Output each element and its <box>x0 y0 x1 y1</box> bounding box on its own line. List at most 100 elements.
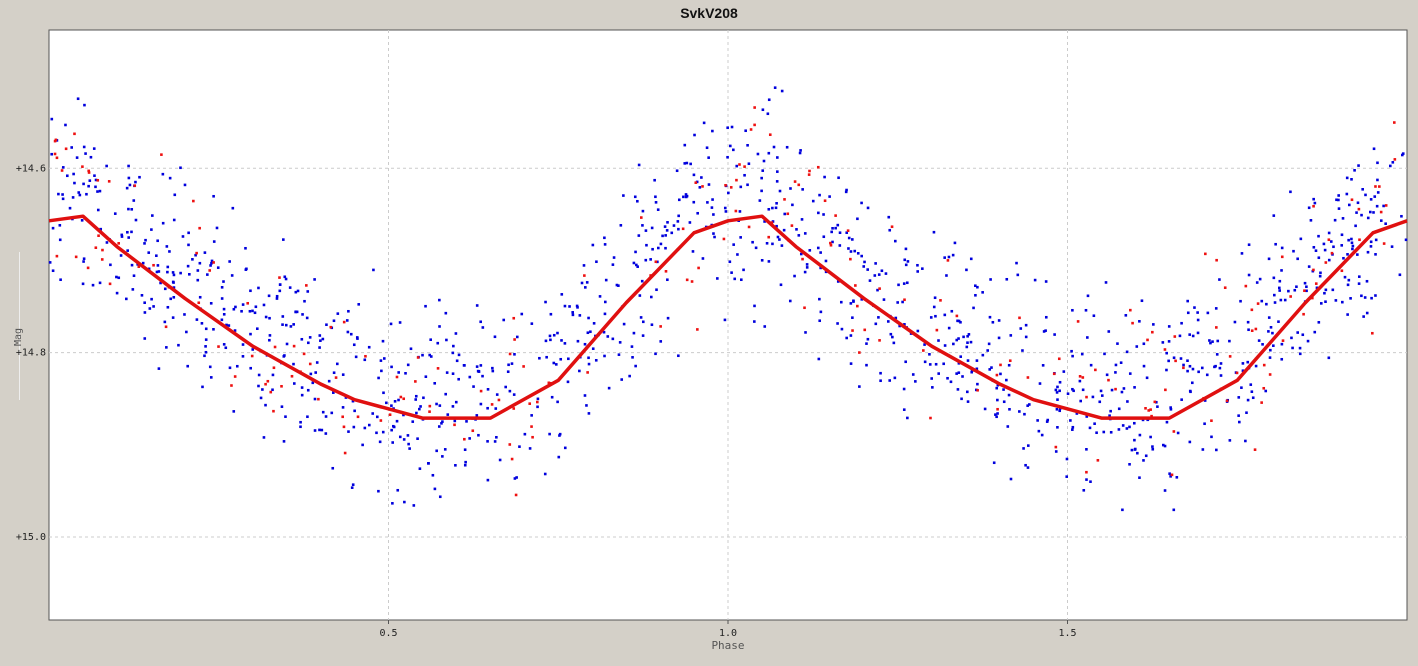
data-point <box>198 295 202 299</box>
data-point <box>1219 374 1223 377</box>
data-point <box>300 386 304 389</box>
data-point <box>1374 185 1377 188</box>
data-point <box>1329 240 1333 243</box>
data-point <box>220 297 224 300</box>
data-point <box>988 315 992 319</box>
data-point <box>512 393 516 396</box>
data-point <box>566 380 570 384</box>
data-point <box>638 294 642 297</box>
data-point <box>1151 445 1154 448</box>
data-point <box>468 375 472 379</box>
data-point <box>691 250 695 253</box>
data-point <box>808 249 812 252</box>
data-point <box>1350 237 1353 241</box>
data-point <box>1058 409 1062 413</box>
data-point <box>382 357 386 360</box>
data-point <box>1393 158 1397 161</box>
data-point <box>656 260 659 264</box>
data-point <box>723 206 727 210</box>
data-point <box>587 356 590 360</box>
data-point <box>208 365 212 369</box>
data-point <box>701 257 705 260</box>
data-point <box>922 349 925 352</box>
data-point <box>378 440 382 444</box>
data-point <box>732 148 735 152</box>
data-point <box>1108 414 1111 417</box>
data-point <box>650 226 654 230</box>
data-point <box>783 198 786 201</box>
data-point <box>1180 321 1183 325</box>
data-point <box>528 402 532 405</box>
data-point <box>1070 349 1073 353</box>
data-point <box>549 312 553 316</box>
data-point <box>836 322 839 325</box>
data-point <box>1092 314 1096 318</box>
data-point <box>996 412 999 415</box>
data-point <box>606 335 610 338</box>
data-point <box>688 221 692 224</box>
data-point <box>256 327 259 331</box>
data-point <box>536 405 539 409</box>
data-point <box>195 251 198 255</box>
data-point <box>318 428 321 432</box>
data-point <box>846 229 850 232</box>
data-point <box>631 356 634 359</box>
data-point <box>685 278 689 282</box>
data-point <box>783 212 787 216</box>
data-point <box>1351 244 1355 248</box>
data-point <box>156 264 160 267</box>
data-point <box>888 379 892 382</box>
data-point <box>336 312 340 315</box>
data-point <box>440 422 443 425</box>
data-point <box>959 355 963 358</box>
data-point <box>1313 201 1317 205</box>
data-point <box>1044 329 1047 332</box>
data-point <box>931 386 934 389</box>
data-point <box>1384 222 1387 225</box>
points-layer <box>48 86 1408 512</box>
data-point <box>761 169 765 172</box>
data-point <box>88 179 92 182</box>
data-point <box>1142 342 1146 346</box>
data-point <box>481 326 485 329</box>
data-point <box>1196 331 1200 335</box>
data-point <box>1323 248 1327 252</box>
data-point <box>212 240 216 243</box>
data-point <box>1138 433 1142 437</box>
data-point <box>395 419 399 423</box>
data-point <box>479 389 483 393</box>
data-point <box>1053 333 1056 336</box>
data-point <box>634 250 637 254</box>
data-point <box>493 440 497 443</box>
data-point <box>1122 387 1126 390</box>
data-point <box>455 359 459 363</box>
data-point <box>1196 318 1200 322</box>
data-point <box>1191 367 1195 371</box>
data-point <box>836 280 840 283</box>
data-point <box>244 246 247 250</box>
data-point <box>694 181 698 184</box>
data-point <box>438 404 442 407</box>
data-point <box>257 373 261 377</box>
data-point <box>962 335 965 339</box>
data-point <box>168 176 172 180</box>
data-point <box>1150 414 1153 418</box>
data-point <box>1054 388 1058 392</box>
data-point <box>390 365 393 369</box>
data-point <box>1389 164 1392 168</box>
data-point <box>379 359 383 362</box>
data-point <box>747 162 751 166</box>
data-point <box>283 354 286 357</box>
data-point <box>684 195 688 199</box>
data-point <box>246 301 250 305</box>
data-point <box>1056 385 1059 389</box>
data-point <box>1349 297 1352 300</box>
data-point <box>929 316 933 319</box>
data-point <box>518 445 521 448</box>
data-point <box>804 331 807 334</box>
data-point <box>666 316 670 320</box>
data-point <box>495 435 498 439</box>
data-point <box>397 398 400 402</box>
data-point <box>585 404 588 407</box>
data-point <box>1228 339 1231 343</box>
